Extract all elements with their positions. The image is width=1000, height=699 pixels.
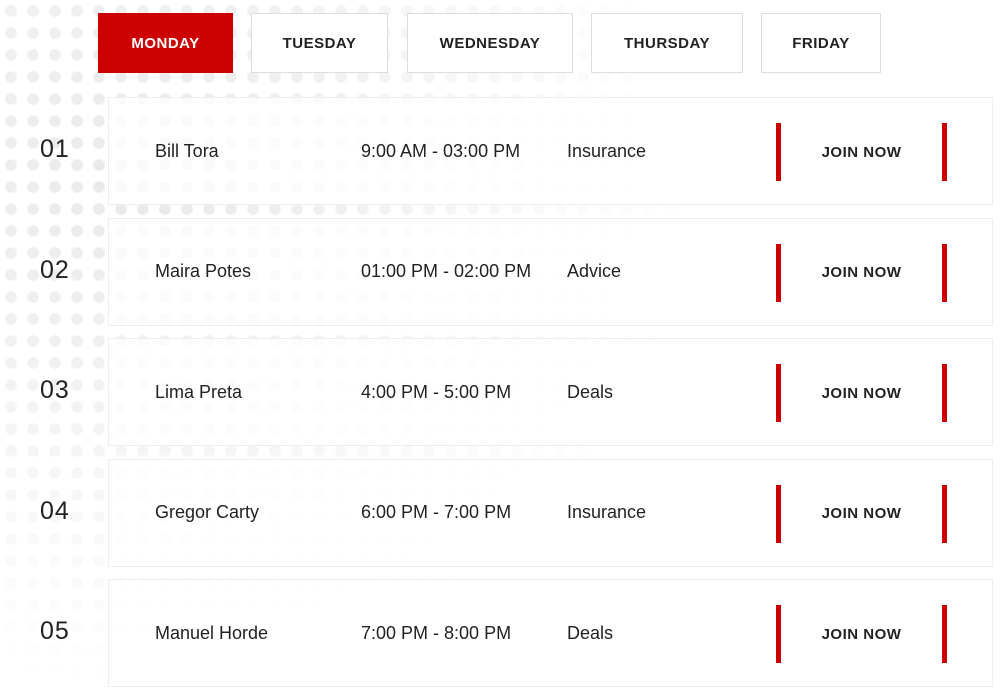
session-topic: Deals — [567, 622, 614, 643]
join-now-button[interactable]: JOIN NOW — [776, 123, 947, 181]
join-now-label: JOIN NOW — [821, 143, 902, 161]
right-accent-bar — [942, 243, 947, 302]
session-time: 7:00 PM - 8:00 PM — [361, 622, 512, 643]
table-row: Manuel Horde 7:00 PM - 8:00 PM Deals JOI… — [108, 579, 993, 687]
join-now-button[interactable]: JOIN NOW — [776, 605, 947, 663]
presenter-name: Lima Preta — [155, 381, 243, 402]
right-accent-bar — [942, 123, 947, 181]
presenter-name: Maira Potes — [155, 261, 252, 281]
row-number: 01 — [40, 135, 70, 163]
session-topic: Insurance — [567, 502, 647, 522]
session-time: 4:00 PM - 5:00 PM — [361, 381, 512, 402]
presenter-name: Manuel Horde — [155, 622, 269, 643]
tab-friday[interactable]: FRIDAY — [761, 13, 881, 73]
session-topic: Insurance — [567, 140, 647, 161]
row-number: 02 — [40, 255, 70, 284]
table-row: Lima Preta 4:00 PM - 5:00 PM Deals JOIN … — [108, 338, 993, 446]
session-time: 01:00 PM - 02:00 PM — [361, 261, 532, 281]
tab-thursday[interactable]: THURSDAY — [591, 13, 743, 73]
tab-monday[interactable]: MONDAY — [98, 13, 233, 73]
left-accent-bar — [776, 484, 781, 543]
tab-tuesday[interactable]: TUESDAY — [251, 13, 388, 73]
session-time: 6:00 PM - 7:00 PM — [361, 502, 512, 522]
join-now-label: JOIN NOW — [821, 505, 902, 522]
left-accent-bar — [776, 364, 781, 422]
right-accent-bar — [942, 364, 947, 422]
join-now-label: JOIN NOW — [821, 264, 902, 281]
join-now-label: JOIN NOW — [821, 384, 902, 402]
tab-wednesday[interactable]: WEDNESDAY — [407, 13, 573, 73]
row-number: 04 — [40, 496, 70, 525]
presenter-name: Bill Tora — [155, 140, 219, 161]
join-now-button[interactable]: JOIN NOW — [776, 484, 947, 543]
table-row: Maira Potes 01:00 PM - 02:00 PM Advice J… — [108, 217, 993, 326]
right-accent-bar — [942, 484, 947, 543]
join-now-label: JOIN NOW — [821, 625, 902, 643]
session-time: 9:00 AM - 03:00 PM — [361, 140, 521, 161]
table-row: Gregor Carty 6:00 PM - 7:00 PM Insurance… — [108, 458, 993, 567]
join-now-button[interactable]: JOIN NOW — [776, 364, 947, 422]
session-topic: Advice — [567, 261, 622, 281]
left-accent-bar — [776, 123, 781, 181]
row-number: 03 — [40, 376, 70, 404]
left-accent-bar — [776, 605, 781, 663]
session-topic: Deals — [567, 381, 614, 402]
join-now-button[interactable]: JOIN NOW — [776, 243, 947, 302]
left-accent-bar — [776, 243, 781, 302]
presenter-name: Gregor Carty — [155, 502, 260, 522]
table-row: Bill Tora 9:00 AM - 03:00 PM Insurance J… — [108, 97, 993, 205]
right-accent-bar — [942, 605, 947, 663]
row-number: 05 — [40, 617, 70, 645]
